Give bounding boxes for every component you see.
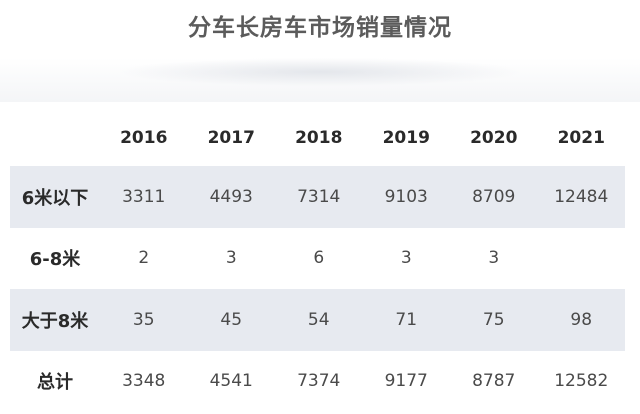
table-cell: 3 [400,248,412,269]
row-label: 大于8米 [10,289,100,351]
table-cell [538,228,626,290]
table-cell: 9177 [384,371,428,392]
table-row-6-to-8m: 6-8米 2 3 6 3 3 [10,228,625,290]
table-cell: 9103 [362,166,450,228]
table-cell: 6 [313,248,325,269]
column-header-2016: 2016 [120,128,168,148]
table-cell: 35 [100,289,188,351]
header-corner [10,110,100,166]
table-cell: 75 [450,289,538,351]
column-header-2017: 2017 [207,128,255,148]
table-cell: 3311 [100,166,188,228]
column-header-2021: 2021 [557,128,605,148]
decorative-band [0,58,640,102]
table-cell: 2 [138,248,150,269]
row-label: 6米以下 [10,166,100,228]
table-cell: 71 [362,289,450,351]
table-cell: 12484 [537,166,625,228]
table-cell: 12582 [554,371,609,392]
row-label: 6-8米 [29,249,81,271]
table-cell: 3 [488,248,500,269]
chart-title: 分车长房车市场销量情况 [188,15,452,41]
table-row-total: 总计 3348 4541 7374 9177 8787 12582 [10,351,625,413]
column-header-2020: 2020 [470,128,518,148]
table-header-row: 2016 2017 2018 2019 2020 2021 [10,110,625,166]
sales-table: 2016 2017 2018 2019 2020 2021 6米以下 3311 … [10,110,625,412]
table-cell: 7374 [297,371,341,392]
row-label: 总计 [37,372,73,394]
table-cell: 98 [537,289,625,351]
table-cell: 45 [187,289,275,351]
table-row-under-6m: 6米以下 3311 4493 7314 9103 8709 12484 [10,166,625,228]
table-cell: 4493 [187,166,275,228]
table-cell: 3348 [122,371,166,392]
table-row-over-8m: 大于8米 35 45 54 71 75 98 [10,289,625,351]
column-header-2018: 2018 [295,128,343,148]
table-cell: 7314 [275,166,363,228]
table-cell: 8709 [450,166,538,228]
table-cell: 4541 [209,371,253,392]
table-cell: 8787 [472,371,516,392]
column-header-2019: 2019 [382,128,430,148]
table-cell: 3 [225,248,237,269]
sales-table-container: 2016 2017 2018 2019 2020 2021 6米以下 3311 … [10,110,625,412]
table-cell: 54 [275,289,363,351]
